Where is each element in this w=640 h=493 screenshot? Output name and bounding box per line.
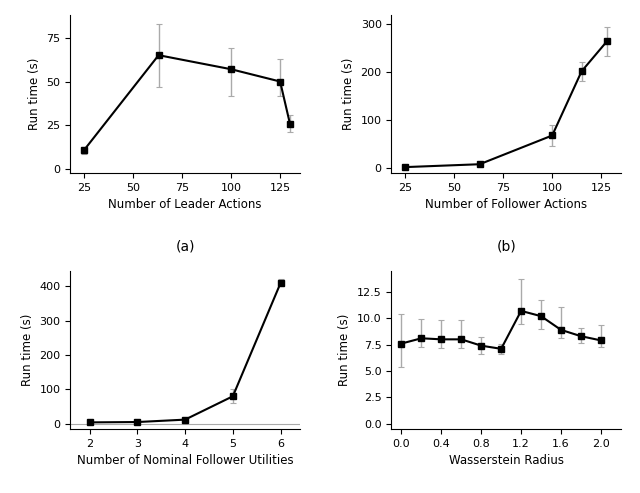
X-axis label: Number of Leader Actions: Number of Leader Actions — [108, 198, 262, 211]
X-axis label: Number of Follower Actions: Number of Follower Actions — [425, 198, 587, 211]
Y-axis label: Run time (s): Run time (s) — [21, 314, 34, 386]
X-axis label: Wasserstein Radius: Wasserstein Radius — [449, 454, 564, 467]
Text: (b): (b) — [496, 239, 516, 253]
X-axis label: Number of Nominal Follower Utilities: Number of Nominal Follower Utilities — [77, 454, 293, 467]
Text: (a): (a) — [175, 239, 195, 253]
Y-axis label: Run time (s): Run time (s) — [28, 58, 41, 130]
Y-axis label: Run time (s): Run time (s) — [339, 314, 351, 386]
Y-axis label: Run time (s): Run time (s) — [342, 58, 355, 130]
